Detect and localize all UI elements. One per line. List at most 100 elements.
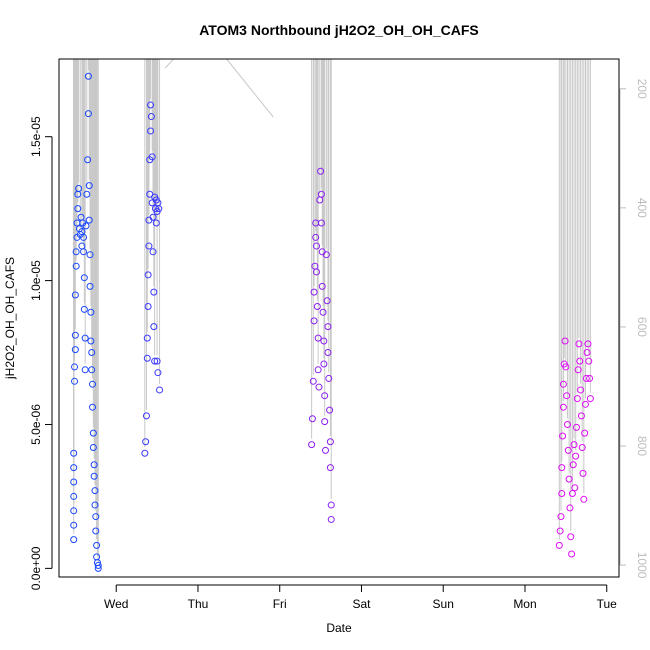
data-point [152, 219, 160, 227]
data-point [150, 288, 158, 296]
data-point [577, 386, 585, 394]
data-point [142, 438, 150, 446]
data-point [313, 268, 321, 276]
data-point [148, 153, 156, 161]
transit-line [226, 58, 274, 118]
data-point [319, 308, 327, 316]
data-point [72, 262, 80, 270]
data-point [92, 513, 100, 521]
right-tick-label: 1000 [635, 552, 649, 579]
data-point [563, 420, 571, 428]
x-axis: Wed Thu Fri Sat Sun Mon Tue [104, 584, 617, 611]
data-point [559, 432, 567, 440]
data-point [71, 291, 79, 299]
data-point [70, 492, 78, 500]
data-point [572, 423, 580, 431]
data-points [70, 72, 594, 572]
data-point [85, 182, 93, 190]
data-point [147, 127, 155, 135]
data-point [72, 248, 80, 256]
data-point [586, 374, 594, 382]
data-point [318, 282, 326, 290]
plot-frame [58, 58, 620, 578]
y-tick-label: 0.0e+00 [29, 546, 43, 590]
data-point [327, 501, 335, 509]
data-point [71, 377, 79, 385]
data-point [149, 248, 157, 256]
data-point [70, 464, 78, 472]
right-tick-label: 400 [635, 198, 649, 218]
data-point [576, 357, 584, 365]
data-point [71, 346, 79, 354]
data-point [321, 418, 329, 426]
data-point [558, 464, 566, 472]
data-point [87, 337, 95, 345]
data-point [556, 527, 564, 535]
data-point [585, 357, 593, 365]
data-point [70, 478, 78, 486]
data-point [320, 337, 328, 345]
data-point [81, 366, 89, 374]
x-tick-label: Sat [352, 597, 371, 611]
data-point [321, 392, 329, 400]
data-point [582, 374, 590, 382]
data-point [566, 504, 574, 512]
y-tick-label: 1.0e-05 [29, 260, 43, 301]
data-point [313, 242, 321, 250]
data-point [322, 446, 330, 454]
data-point [559, 403, 567, 411]
data-point [145, 242, 153, 250]
data-point [70, 449, 78, 457]
data-point [156, 386, 164, 394]
data-point [583, 349, 591, 357]
data-point [308, 441, 316, 449]
data-point [317, 190, 325, 198]
data-point [88, 366, 96, 374]
data-point [150, 323, 158, 331]
data-point [70, 536, 78, 544]
data-point [309, 377, 317, 385]
data-point [317, 167, 325, 175]
data-point [141, 449, 149, 457]
data-point [155, 205, 163, 213]
data-point [572, 452, 580, 460]
data-point [564, 446, 572, 454]
data-point [86, 282, 94, 290]
data-point [80, 233, 88, 241]
data-point [80, 305, 88, 313]
data-point [70, 507, 78, 515]
data-point [314, 366, 322, 374]
data-point [559, 380, 567, 388]
data-point [584, 340, 592, 348]
data-point [84, 156, 92, 164]
data-point [326, 406, 334, 414]
data-point [326, 464, 334, 472]
data-point [82, 222, 90, 230]
data-point [314, 334, 322, 342]
data-point [143, 334, 151, 342]
data-point [575, 340, 583, 348]
data-point [90, 461, 98, 469]
altitude-profile-lines [73, 58, 591, 563]
right-tick-label: 800 [635, 436, 649, 456]
data-point [94, 564, 102, 572]
data-point [154, 369, 162, 377]
data-point [577, 412, 585, 420]
data-point [586, 395, 594, 403]
right-tick-label: 200 [635, 79, 649, 99]
transit-line [164, 58, 174, 69]
data-point [320, 360, 328, 368]
data-point [93, 541, 101, 549]
data-point [71, 363, 79, 371]
x-tick-label: Thu [188, 597, 209, 611]
data-point [81, 334, 89, 342]
data-point [90, 472, 98, 480]
y-axis-label: jH2O2_OH_OH_CAFS [3, 257, 17, 380]
data-point [80, 248, 88, 256]
data-point [315, 383, 323, 391]
data-point [565, 475, 573, 483]
data-point [71, 331, 79, 339]
data-point [144, 271, 152, 279]
data-point [326, 438, 334, 446]
